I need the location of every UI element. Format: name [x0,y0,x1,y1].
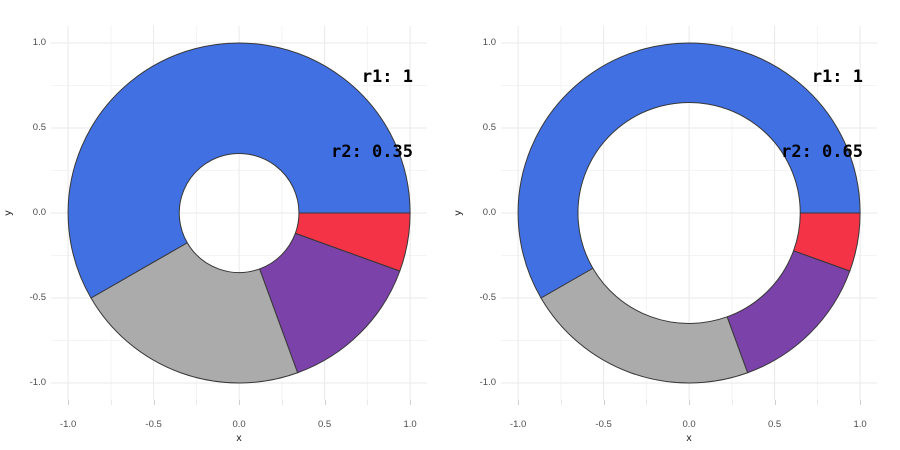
x-axis-major-tick [239,400,241,405]
x-axis-major-tick [518,400,520,405]
x-axis-minor-tick [817,400,819,405]
x-axis-minor-tick [560,400,562,405]
y-tick-label: 0.5 [482,122,496,133]
x-axis-title: x [236,432,242,444]
donut-segment-purple [259,232,401,374]
annotation-r2: r2: 0.35 [331,142,413,162]
panel-left: 1.0 0.5 0.0 -0.5 -1.0 r1: 1 r2: 0.35 -1.0 -0.… [2,15,427,444]
donut-segment-gray [90,242,299,384]
y-axis-title: y [2,210,14,216]
y-tick-label: 0.0 [482,207,496,218]
x-axis-minor-tick [731,400,733,405]
x-tick-label: 0.5 [767,419,782,430]
x-axis-minor-tick [110,400,112,405]
x-axis-major-tick [860,400,862,405]
y-tick-label: 0.0 [32,207,46,218]
y-tick-label: -1.0 [479,377,496,388]
x-axis-major-tick [410,400,412,405]
x-tick-label: 0.0 [232,419,246,430]
x-tick-label: 0.0 [682,419,696,430]
donut-segment-blue [517,42,861,299]
x-axis-major-tick [324,400,326,405]
x-axis-minor-tick [646,400,648,405]
annotation-r1: r1: 1 [811,67,863,87]
x-axis-minor-tick [281,400,283,405]
y-tick-label: 1.0 [482,37,496,48]
donut-plot-right [501,26,877,400]
radius-annotation-right: r1: 1 r2: 0.65 [781,15,863,215]
x-axis-major-tick [774,400,776,405]
panel-right: 1.0 0.5 0.0 -0.5 -1.0 r1: 1 r2: 0.65 -1.0 -0.… [450,0,900,450]
x-axis-major-tick [603,400,605,405]
donut-segment-blue [67,42,411,299]
x-tick-label: 1.0 [403,419,417,430]
x-axis-major-tick [153,400,155,405]
x-tick-label: 1.0 [853,419,867,430]
x-tick-label: -1.0 [59,419,77,430]
annotation-r2: r2: 0.65 [781,142,863,162]
y-tick-label: -0.5 [479,292,496,303]
x-axis-minor-tick [196,400,198,405]
annotation-r1: r1: 1 [361,67,413,87]
x-tick-label: -1.0 [509,419,527,430]
y-tick-label: 0.5 [32,122,46,133]
y-tick-label: 1.0 [32,37,46,48]
x-axis-major-tick [68,400,70,405]
y-tick-label: -1.0 [29,377,46,388]
donut-segment-gray [540,267,749,384]
x-axis-major-tick [689,400,691,405]
donut-plot-left [51,26,427,400]
x-tick-label: -0.5 [595,419,612,430]
y-axis-title: y [452,210,464,216]
x-tick-label: 0.5 [317,419,332,430]
x-axis-minor-tick [367,400,369,405]
x-axis-title: x [686,432,692,444]
donut-segment-purple [726,250,851,374]
radius-annotation-left: r1: 1 r2: 0.35 [331,15,413,215]
x-tick-label: -0.5 [145,419,162,430]
y-tick-label: -0.5 [29,292,46,303]
